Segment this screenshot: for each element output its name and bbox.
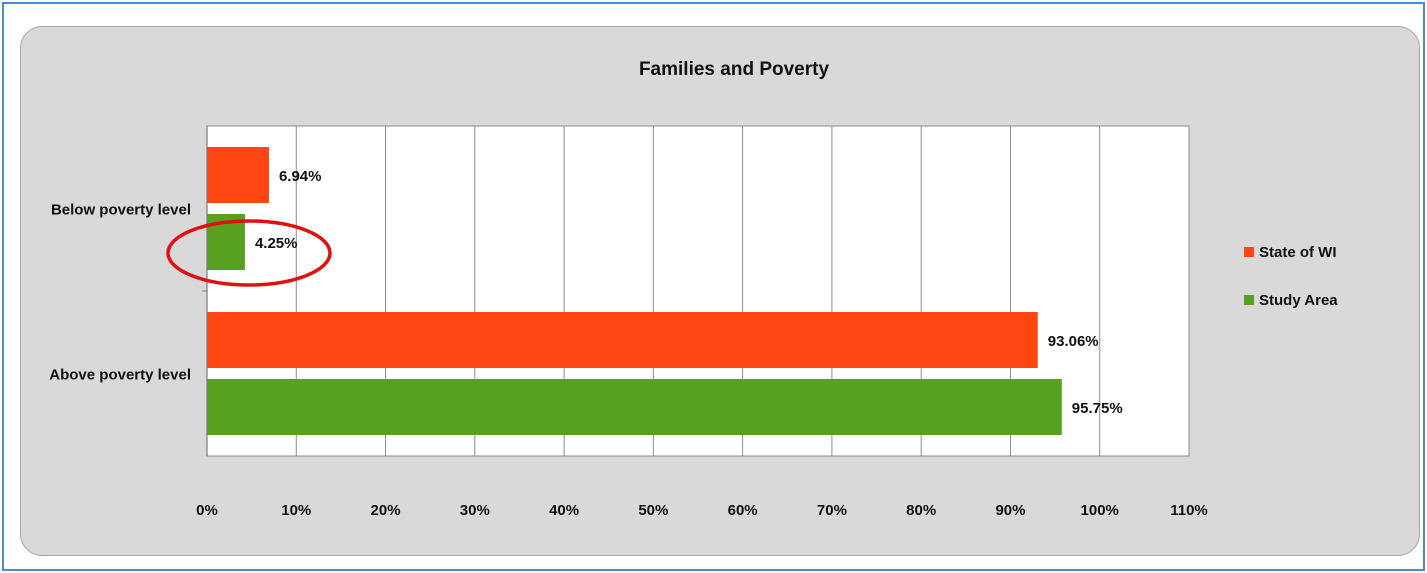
bars bbox=[207, 147, 1062, 435]
category-label: Above poverty level bbox=[49, 367, 191, 384]
axes: 0% 10% 20% 30% 40% 50% 60% 70% 80% 90% 100% 110% Bel… bbox=[49, 125, 1208, 519]
legend: State of WI Study Area bbox=[1244, 244, 1338, 309]
bar bbox=[207, 312, 1038, 368]
highlight-circle bbox=[166, 219, 332, 287]
category-label: Below poverty level bbox=[51, 202, 191, 219]
x-tick-label: 80% bbox=[906, 502, 936, 519]
bar bbox=[207, 147, 269, 203]
data-label: 93.06% bbox=[1048, 333, 1099, 350]
x-tick-label: 10% bbox=[281, 502, 311, 519]
x-tick-label: 60% bbox=[728, 502, 758, 519]
x-tick-label: 70% bbox=[817, 502, 847, 519]
x-tick-label: 110% bbox=[1170, 502, 1208, 519]
chart-title: Families and Poverty bbox=[639, 59, 830, 80]
x-tick-label: 100% bbox=[1081, 502, 1119, 519]
legend-swatch bbox=[1244, 295, 1254, 305]
legend-swatch bbox=[1244, 247, 1254, 257]
legend-label: State of WI bbox=[1259, 244, 1337, 261]
x-tick-label: 90% bbox=[995, 502, 1025, 519]
data-label: 4.25% bbox=[255, 235, 298, 252]
x-tick-label: 50% bbox=[638, 502, 668, 519]
x-tick-label: 0% bbox=[196, 502, 218, 519]
x-tick-label: 40% bbox=[549, 502, 579, 519]
data-label: 6.94% bbox=[279, 168, 322, 185]
data-label: 95.75% bbox=[1072, 400, 1123, 417]
legend-label: Study Area bbox=[1259, 292, 1338, 309]
data-labels: 6.94% 4.25% 93.06% 95.75% bbox=[255, 168, 1123, 417]
x-tick-label: 20% bbox=[371, 502, 401, 519]
x-tick-label: 30% bbox=[460, 502, 490, 519]
bar bbox=[207, 379, 1062, 435]
